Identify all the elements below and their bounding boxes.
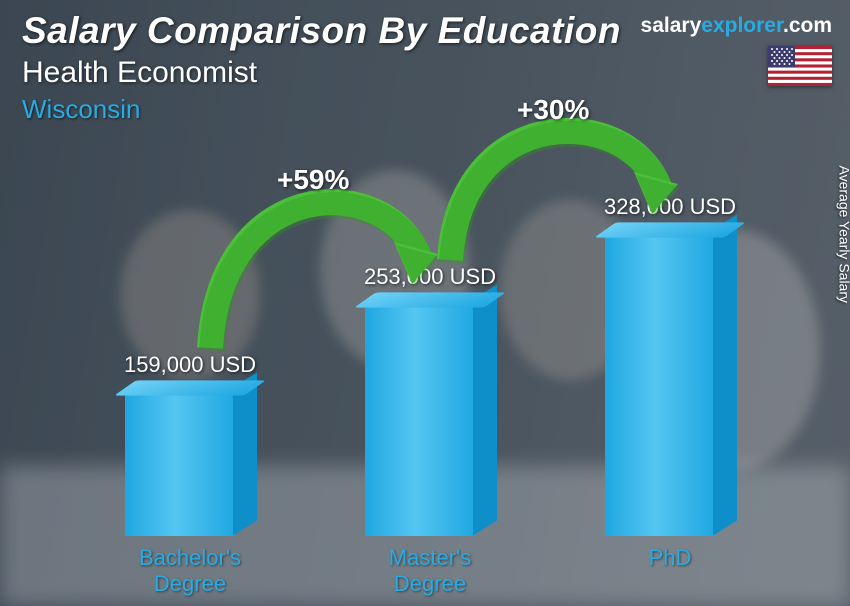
- bar-top: [114, 380, 266, 395]
- bar-side: [233, 373, 257, 536]
- bar-front: [605, 230, 715, 536]
- bar-shape: [605, 230, 735, 536]
- bar-chart: 159,000 USD 253,000 USD 328,000 USD: [70, 170, 790, 536]
- chart-subtitle: Health Economist: [22, 56, 621, 90]
- bar-1: 253,000 USD: [340, 264, 520, 536]
- bars-container: 159,000 USD 253,000 USD 328,000 USD: [70, 170, 790, 536]
- flag-icon: [768, 46, 832, 86]
- bar-0: 159,000 USD: [100, 352, 280, 536]
- y-axis-label: Average Yearly Salary: [836, 166, 850, 304]
- x-label: Master'sDegree: [340, 545, 520, 596]
- bar-value-label: 328,000 USD: [604, 194, 736, 220]
- increase-pct-label: +59%: [277, 164, 349, 196]
- bar-side: [713, 215, 737, 536]
- infographic-canvas: Salary Comparison By Education Health Ec…: [0, 0, 850, 606]
- x-label: Bachelor'sDegree: [100, 545, 280, 596]
- brand-suffix: .com: [783, 14, 832, 37]
- brand-accent: explorer: [701, 14, 783, 37]
- bar-shape: [365, 300, 495, 536]
- chart-title: Salary Comparison By Education: [22, 10, 621, 52]
- bar-value-label: 253,000 USD: [364, 264, 496, 290]
- bar-top: [594, 222, 746, 237]
- x-label: PhD: [580, 545, 760, 596]
- bar-2: 328,000 USD: [580, 194, 760, 536]
- bar-value-label: 159,000 USD: [124, 352, 256, 378]
- bar-front: [365, 300, 475, 536]
- brand-block: salaryexplorer.com: [641, 14, 832, 86]
- bar-side: [473, 285, 497, 536]
- x-axis-labels: Bachelor'sDegree Master'sDegree PhD: [70, 545, 790, 596]
- bar-top: [354, 292, 506, 307]
- bar-front: [125, 388, 235, 536]
- brand-name: salaryexplorer.com: [641, 14, 832, 38]
- brand-main: salary: [641, 14, 702, 37]
- increase-pct-label: +30%: [517, 94, 589, 126]
- bar-shape: [125, 388, 255, 536]
